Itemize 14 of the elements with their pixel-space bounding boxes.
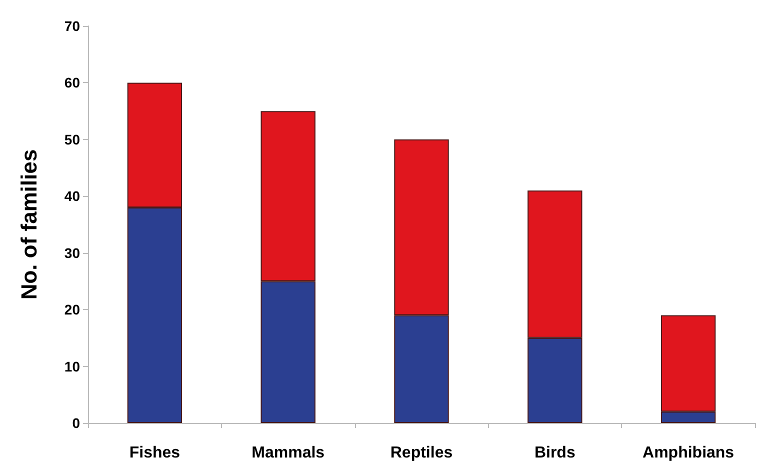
x-tick-label: Birds [534,444,576,462]
x-tick-label: Fishes [129,444,180,462]
y-tick-label: 20 [64,302,80,318]
y-axis-title: No. of families [16,149,42,300]
x-tick-label: Reptiles [390,444,453,462]
y-tick-label: 40 [64,188,80,204]
y-tick-label: 60 [64,74,80,91]
x-tick-label: Amphibians [642,444,734,462]
y-tick-label: 10 [64,358,80,374]
y-tick-label: 70 [64,18,80,34]
x-tick-label: Mammals [252,444,325,462]
y-tick-label: 30 [64,244,80,261]
y-tick-label: 50 [64,131,80,148]
y-tick-label: 0 [72,415,80,431]
